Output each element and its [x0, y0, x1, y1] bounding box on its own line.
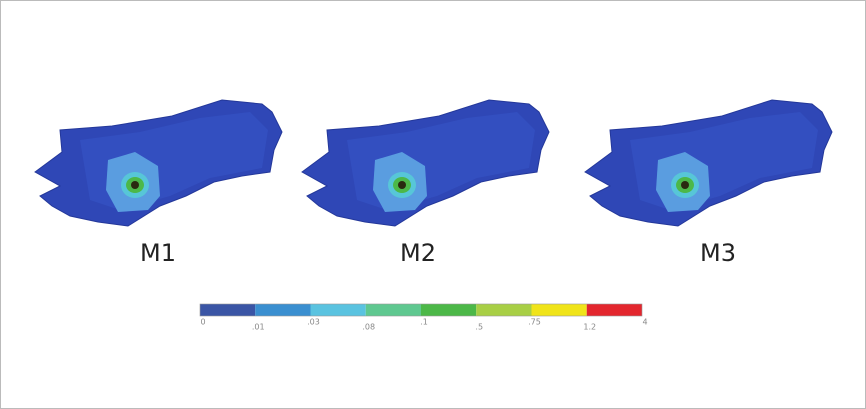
- panel-label: M2: [400, 239, 436, 267]
- colorbar-label: .75: [528, 318, 541, 327]
- colorbar-segment: [365, 304, 421, 316]
- colorbar-segment: [421, 304, 477, 316]
- model-m3: [584, 99, 833, 227]
- colorbar-label: 4: [642, 318, 647, 327]
- colorbar-outline: [199, 303, 643, 317]
- colorbar-label: .1: [420, 318, 428, 327]
- colorbar-label: .01: [252, 323, 265, 332]
- colorbar-segment: [476, 304, 532, 316]
- colorbar-segment: [531, 304, 587, 316]
- panel-label: M3: [700, 239, 736, 267]
- colorbar-label: .08: [362, 323, 375, 332]
- colorbar-segment: [200, 304, 256, 316]
- model-m2: [301, 99, 550, 227]
- panel-label: M1: [140, 239, 176, 267]
- colorbar-label: .03: [307, 318, 320, 327]
- colorbar-segment: [586, 304, 642, 316]
- colorbar-label: .5: [475, 323, 483, 332]
- model-m1: [34, 99, 283, 227]
- colorbar-segment: [310, 304, 366, 316]
- colorbar-label: 1.2: [583, 323, 596, 332]
- colorbar-label: 0: [200, 318, 205, 327]
- colorbar-segment: [255, 304, 311, 316]
